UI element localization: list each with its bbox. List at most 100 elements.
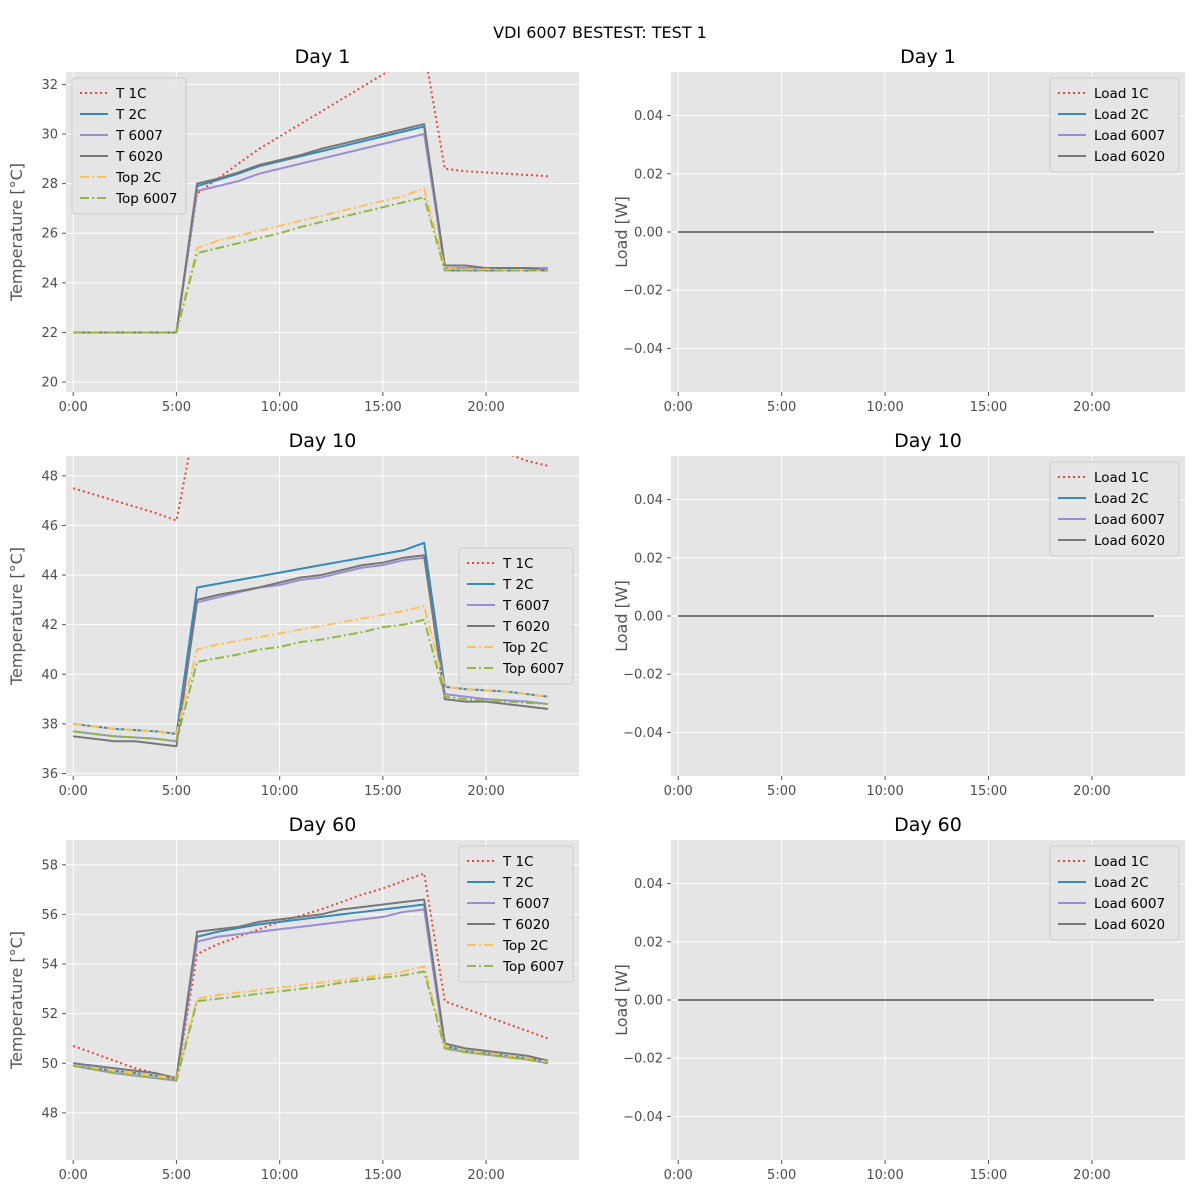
panel-6-x-tick-label: 20:00 <box>1073 1168 1110 1183</box>
panel-5-y-tick-label: 56 <box>41 908 58 923</box>
panel-1-y-tick-label: 32 <box>41 78 58 93</box>
panel-6-x-tick-label: 10:00 <box>866 1168 903 1183</box>
panel-5-y-tick-label: 52 <box>41 1007 58 1022</box>
panel-2-legend: Load 1C Load 2C Load 6007 Load 6020 <box>1049 77 1180 173</box>
panel-6-y-tick-label: −0.02 <box>623 1052 663 1067</box>
panel-4-y-tick-label: −0.02 <box>623 668 663 683</box>
panel-5-x-tick-label: 0:00 <box>59 1168 88 1183</box>
panel-5-legend-label: T 1C <box>502 854 534 870</box>
panel-5-series-line-top-6007 <box>73 970 549 1082</box>
panel-5-legend-frame <box>458 845 574 983</box>
panel-2-y-tick-label: 0.04 <box>634 109 663 124</box>
panel-4-legend: Load 1C Load 2C Load 6007 Load 6020 <box>1049 461 1180 557</box>
panel-5-legend-label: T 6007 <box>502 896 550 912</box>
panel-5-title: Day 60 <box>289 814 357 836</box>
panel-3-series-line-t-6020 <box>73 554 549 748</box>
panel-3-y-tick-label: 48 <box>41 469 58 484</box>
panel-5-series-line-top-2c <box>73 965 549 1080</box>
panel-4-legend-label: Load 1C <box>1094 470 1149 486</box>
panel-2-legend-label: Load 6007 <box>1094 128 1165 144</box>
panel-6-legend: Load 1C Load 2C Load 6007 Load 6020 <box>1049 845 1180 941</box>
panel-6-legend-label: Load 1C <box>1094 854 1149 870</box>
panel-4-legend-label: Load 2C <box>1094 491 1149 507</box>
panel-3-x-tick-label: 10:00 <box>261 784 298 799</box>
panel-2-y-tick-label: −0.02 <box>623 284 663 299</box>
panel-1-y-tick-label: 22 <box>41 326 58 341</box>
panel-5-legend-label: Top 2C <box>502 938 548 954</box>
panel-6-y-tick-label: 0.02 <box>634 935 663 950</box>
panel-2-x-tick-label: 10:00 <box>866 400 903 415</box>
panel-1-series-line-top-2c <box>73 187 549 334</box>
panel-5-legend: T 1C T 2C T 6007 T 6020 Top 2C Top 6007 <box>458 845 574 983</box>
panel-1-y-tick-label: 28 <box>41 177 58 192</box>
panel-1-legend: T 1C T 2C T 6007 T 6020 Top 2C Top 6007 <box>71 77 187 215</box>
panel-2-legend-label: Load 2C <box>1094 107 1149 123</box>
panel-3-x-tick-label: 20:00 <box>467 784 504 799</box>
panel-1-series-line-t-1c <box>73 72 549 334</box>
panel-1-legend-label: T 1C <box>115 86 147 102</box>
panel-1-x-tick-label: 10:00 <box>261 400 298 415</box>
panel-1-y-tick-label: 30 <box>41 128 58 143</box>
panel-1-series-line-top-6007 <box>73 196 549 334</box>
panel-2-x-tick-label: 20:00 <box>1073 400 1110 415</box>
panel-1-x-tick-label: 5:00 <box>162 400 191 415</box>
panel-5-legend-label: T 6020 <box>502 917 550 933</box>
panel-6-y-tick-label: 0.04 <box>634 877 663 892</box>
panel-3-y-tick-label: 40 <box>41 668 58 683</box>
panel-6-x-tick-label: 5:00 <box>767 1168 796 1183</box>
panel-5-series-group <box>72 872 549 1082</box>
panel-4-x-tick-label: 10:00 <box>866 784 903 799</box>
panel-6: 0:00 5:00 10:00 15:00 20:00 −0.04 −0.02 0.00 0.0… <box>612 814 1185 1183</box>
panel-5-y-axis-label: Temperature [°C] <box>7 931 26 1070</box>
panel-2-x-tick-label: 15:00 <box>970 400 1007 415</box>
panel-4-title: Day 10 <box>894 430 962 452</box>
panel-3-y-tick-label: 42 <box>41 618 58 633</box>
panel-5-x-tick-label: 5:00 <box>162 1168 191 1183</box>
panel-2-x-tick-label: 0:00 <box>664 400 693 415</box>
panel-6-x-tick-label: 0:00 <box>664 1168 693 1183</box>
panel-6-y-tick-label: −0.04 <box>623 1110 663 1125</box>
panel-1-series-group <box>73 72 549 334</box>
panel-4-y-tick-label: −0.04 <box>623 726 663 741</box>
panel-1-legend-label: T 6007 <box>115 128 163 144</box>
panel-3-y-tick-label: 46 <box>41 519 58 534</box>
panel-1-series-line-t-6020 <box>73 123 549 334</box>
panel-2-y-tick-label: 0.00 <box>634 226 663 241</box>
panel-6-legend-label: Load 2C <box>1094 875 1149 891</box>
panel-2-title: Day 1 <box>900 46 956 68</box>
panel-5-y-tick-label: 50 <box>41 1057 58 1072</box>
panel-4-legend-label: Load 6007 <box>1094 512 1165 528</box>
panel-5-series-line-t-6020 <box>73 898 549 1080</box>
panel-2-legend-frame <box>1049 77 1180 173</box>
panel-1-title: Day 1 <box>295 46 351 68</box>
panel-4-y-tick-label: 0.04 <box>634 493 663 508</box>
panel-1-legend-label: T 6020 <box>115 149 163 165</box>
panel-1-x-tick-label: 20:00 <box>467 400 504 415</box>
panel-4-x-tick-label: 5:00 <box>767 784 796 799</box>
panel-4-x-tick-label: 15:00 <box>970 784 1007 799</box>
panel-1-legend-frame <box>71 77 187 215</box>
panel-3-series-line-t-6007 <box>73 556 549 743</box>
panel-1-y-tick-label: 24 <box>41 276 58 291</box>
panel-3-series-group <box>72 456 549 748</box>
panel-1-legend-label: T 2C <box>115 107 147 123</box>
panel-4-legend-frame <box>1049 461 1180 557</box>
panel-2-y-axis-label: Load [W] <box>612 196 631 268</box>
panel-6-legend-frame <box>1049 845 1180 941</box>
panel-2: 0:00 5:00 10:00 15:00 20:00 −0.04 −0.02 0.00 0.0… <box>612 46 1185 415</box>
panel-6-legend-label: Load 6007 <box>1094 896 1165 912</box>
panel-4: 0:00 5:00 10:00 15:00 20:00 −0.04 −0.02 0.00 0.0… <box>612 430 1185 799</box>
panel-5-x-tick-label: 20:00 <box>467 1168 504 1183</box>
panel-5: 0:00 5:00 10:00 15:00 20:00 48 50 52 54 56 58 Day 6… <box>7 814 579 1183</box>
panel-1-legend-label: Top 6007 <box>115 191 177 207</box>
panel-5-x-tick-label: 10:00 <box>261 1168 298 1183</box>
panel-3-x-tick-label: 15:00 <box>364 784 401 799</box>
panel-4-legend-label: Load 6020 <box>1094 533 1165 549</box>
panel-3-legend-label: Top 6007 <box>502 661 564 677</box>
panel-4-y-tick-label: 0.00 <box>634 610 663 625</box>
panel-3-legend-frame <box>458 547 574 685</box>
panel-5-y-tick-label: 54 <box>41 958 58 973</box>
panel-6-x-tick-label: 15:00 <box>970 1168 1007 1183</box>
